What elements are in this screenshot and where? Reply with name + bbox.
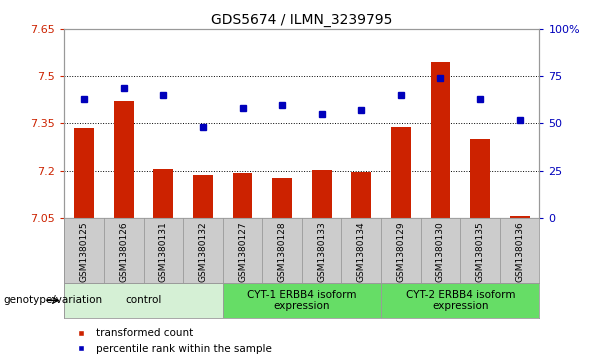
Text: GSM1380128: GSM1380128 [278, 221, 287, 282]
Text: GSM1380127: GSM1380127 [238, 221, 247, 282]
Text: GSM1380129: GSM1380129 [397, 221, 405, 282]
Bar [430, 62, 451, 218]
Text: GSM1380136: GSM1380136 [515, 221, 524, 282]
Text: GSM1380130: GSM1380130 [436, 221, 445, 282]
Legend: transformed count, percentile rank within the sample: transformed count, percentile rank withi… [66, 324, 276, 358]
Bar [312, 170, 332, 218]
Bar [232, 173, 253, 218]
Title: GDS5674 / ILMN_3239795: GDS5674 / ILMN_3239795 [211, 13, 392, 26]
Bar [470, 139, 490, 218]
Text: GSM1380125: GSM1380125 [80, 221, 89, 282]
Text: GSM1380134: GSM1380134 [357, 221, 366, 282]
Bar [272, 179, 292, 218]
Text: control: control [125, 295, 162, 305]
Bar [64, 283, 223, 318]
Bar [153, 169, 173, 218]
Text: genotype/variation: genotype/variation [3, 295, 102, 305]
Bar [193, 175, 213, 218]
Bar [391, 127, 411, 218]
Text: GSM1380135: GSM1380135 [476, 221, 484, 282]
Text: GSM1380131: GSM1380131 [159, 221, 168, 282]
Bar [351, 172, 371, 218]
Text: CYT-1 ERBB4 isoform
expression: CYT-1 ERBB4 isoform expression [247, 290, 357, 311]
Bar [510, 216, 530, 218]
Text: GSM1380126: GSM1380126 [120, 221, 128, 282]
Bar [223, 283, 381, 318]
Bar [114, 101, 134, 218]
Text: CYT-2 ERBB4 isoform
expression: CYT-2 ERBB4 isoform expression [406, 290, 515, 311]
Text: GSM1380133: GSM1380133 [317, 221, 326, 282]
Bar [74, 128, 94, 218]
Bar [381, 283, 539, 318]
Text: GSM1380132: GSM1380132 [199, 221, 207, 282]
